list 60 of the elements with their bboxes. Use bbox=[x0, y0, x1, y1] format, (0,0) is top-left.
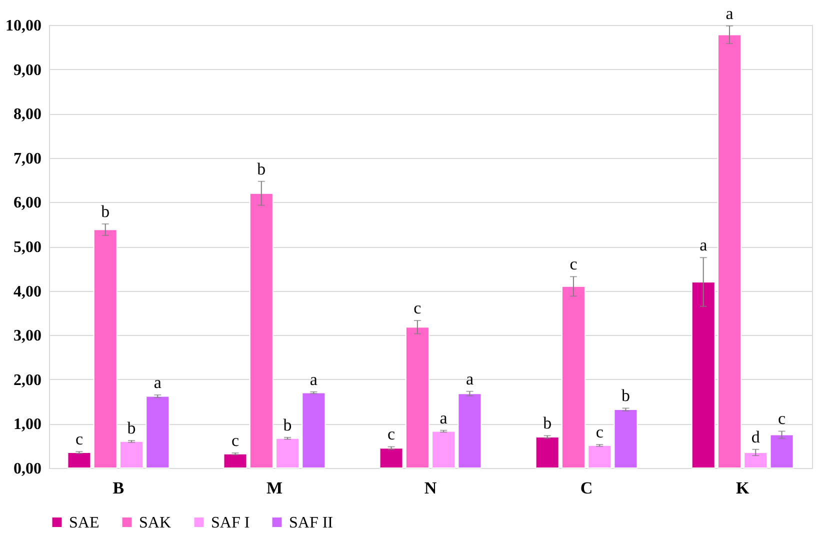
bar bbox=[535, 436, 560, 468]
bar bbox=[561, 286, 586, 468]
data-label: c bbox=[231, 430, 240, 450]
data-label: c bbox=[570, 254, 578, 274]
bar bbox=[717, 34, 742, 468]
x-tick-label: M bbox=[266, 478, 282, 498]
x-tick-label: K bbox=[736, 478, 750, 498]
bar bbox=[405, 326, 430, 468]
data-label: a bbox=[466, 369, 474, 388]
data-label: d bbox=[751, 427, 760, 446]
x-tick-label: B bbox=[112, 478, 124, 498]
bar bbox=[770, 434, 794, 468]
y-tick-label: 7,00 bbox=[14, 150, 42, 168]
y-tick-label: 1,00 bbox=[14, 416, 42, 434]
y-tick-label: 9,00 bbox=[14, 62, 42, 79]
data-label: c bbox=[75, 430, 84, 449]
data-label: b bbox=[127, 418, 136, 438]
data-label: a bbox=[726, 4, 734, 23]
legend-label: SAK bbox=[139, 514, 172, 532]
y-tick-label: 8,00 bbox=[14, 106, 42, 124]
legend-label: SAF I bbox=[211, 514, 250, 532]
data-label: b bbox=[621, 386, 630, 406]
data-label: a bbox=[310, 370, 318, 389]
data-label: b bbox=[543, 414, 552, 433]
data-label: a bbox=[440, 408, 448, 428]
bar bbox=[120, 440, 144, 468]
data-label: b bbox=[101, 202, 110, 221]
bar bbox=[67, 452, 92, 468]
bar bbox=[302, 392, 326, 468]
bar bbox=[223, 453, 248, 468]
y-tick-label: 6,00 bbox=[14, 194, 42, 212]
y-tick-label: 4,00 bbox=[14, 283, 42, 300]
y-tick-label: 0,00 bbox=[14, 460, 42, 478]
bar bbox=[93, 229, 118, 468]
y-tick-label: 2,00 bbox=[14, 372, 42, 389]
y-tick-label: 5,00 bbox=[14, 239, 42, 256]
bar bbox=[744, 452, 768, 468]
x-tick-label: N bbox=[424, 478, 438, 498]
data-label: a bbox=[154, 372, 162, 392]
bar bbox=[146, 396, 170, 468]
data-label: b bbox=[283, 415, 292, 434]
bar bbox=[432, 430, 456, 468]
bar bbox=[614, 409, 638, 468]
data-label: c bbox=[778, 409, 786, 428]
bar bbox=[276, 438, 300, 468]
data-label: c bbox=[596, 422, 604, 442]
data-label: c bbox=[414, 298, 422, 318]
x-tick-label: C bbox=[580, 478, 593, 498]
data-label: c bbox=[388, 424, 396, 444]
legend-label: SAE bbox=[69, 514, 100, 532]
bar bbox=[588, 444, 612, 468]
data-label: b bbox=[257, 159, 266, 178]
data-label: a bbox=[700, 236, 708, 255]
legend-label: SAF II bbox=[289, 514, 334, 532]
bar bbox=[249, 192, 274, 468]
y-tick-label: 3,00 bbox=[14, 328, 42, 345]
bar bbox=[379, 448, 404, 468]
bar bbox=[691, 281, 716, 468]
bar bbox=[458, 393, 482, 468]
y-tick-label: 10,00 bbox=[6, 18, 42, 34]
